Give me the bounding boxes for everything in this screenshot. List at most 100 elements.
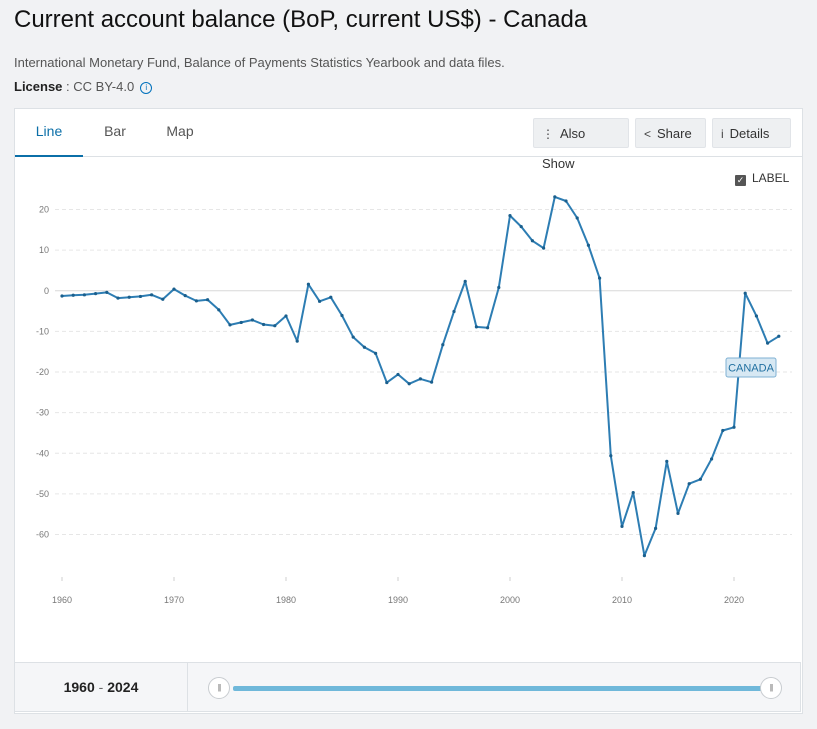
range-separator: - (94, 679, 108, 695)
license-label: License (14, 79, 63, 94)
x-tick-label: 1970 (164, 595, 184, 605)
y-tick-label: -60 (36, 530, 49, 540)
data-point (430, 380, 434, 384)
data-point (250, 318, 254, 322)
data-point (273, 324, 277, 328)
data-point (138, 294, 142, 299)
data-point (161, 297, 165, 301)
data-point (418, 377, 422, 381)
data-point (60, 294, 64, 298)
label-toggle[interactable]: ✓ LABEL (735, 171, 789, 186)
license-value: CC BY-4.0 (73, 79, 135, 94)
data-point (642, 554, 647, 558)
x-tick-label: 1960 (52, 595, 72, 605)
data-point (631, 491, 635, 495)
data-point (71, 293, 75, 297)
data-point (150, 293, 154, 297)
data-point (698, 477, 703, 481)
data-point (575, 216, 579, 220)
x-tick-label: 2000 (500, 595, 520, 605)
data-point (172, 287, 176, 291)
data-point (396, 372, 400, 377)
data-point (407, 382, 411, 386)
data-point (508, 213, 512, 218)
data-point (463, 279, 467, 284)
tab-bar[interactable]: Bar (104, 123, 126, 139)
x-tick-label: 2020 (724, 595, 744, 605)
chart-tabs: Line Bar Map ⋮ Also Show < Share i Details (15, 109, 802, 171)
data-point (654, 526, 658, 531)
data-point (598, 276, 602, 280)
data-point (564, 199, 568, 203)
data-point (116, 296, 120, 300)
data-point (228, 323, 232, 327)
year-range-label: 1960 - 2024 (15, 663, 188, 711)
data-point (676, 511, 680, 515)
label-checkbox[interactable]: ✓ (735, 175, 746, 186)
range-start: 1960 (63, 679, 95, 695)
x-tick-label: 1990 (388, 595, 408, 605)
data-point (262, 322, 266, 327)
series-label-box (725, 357, 777, 378)
range-footer: 1960 - 2024 ||| ||| (14, 662, 801, 712)
data-point (710, 457, 714, 461)
share-icon: < (644, 127, 652, 141)
tab-map[interactable]: Map (166, 123, 194, 139)
data-point (374, 351, 378, 355)
data-point (194, 299, 198, 303)
data-point (586, 243, 591, 247)
data-point (94, 291, 98, 296)
data-point (777, 334, 781, 338)
data-point (542, 246, 546, 250)
y-tick-label: 0 (44, 286, 49, 296)
data-point (340, 313, 344, 318)
data-point (206, 298, 210, 302)
data-point (441, 343, 445, 347)
label-toggle-text: LABEL (752, 171, 790, 185)
x-tick-label: 2010 (612, 595, 632, 605)
share-button[interactable]: < Share (635, 118, 706, 148)
info-circle-icon: i (721, 127, 724, 141)
range-start-handle[interactable]: ||| (208, 677, 230, 699)
y-tick-label: -20 (36, 367, 49, 377)
data-point (183, 294, 187, 298)
data-point (497, 285, 501, 290)
license-separator: : (62, 79, 74, 94)
range-slider-track[interactable] (233, 686, 773, 691)
data-point (306, 282, 310, 286)
more-vertical-icon: ⋮ (542, 127, 554, 141)
range-end: 2024 (107, 679, 139, 695)
y-tick-label: -30 (36, 408, 49, 418)
data-point (284, 314, 288, 318)
data-point (609, 454, 613, 458)
data-point (329, 295, 333, 299)
x-tick-label: 1980 (276, 595, 296, 605)
series-line (61, 195, 780, 557)
share-label: Share (657, 126, 692, 141)
also-show-button[interactable]: ⋮ Also Show (533, 118, 629, 171)
data-point (766, 341, 770, 345)
y-tick-label: -50 (36, 489, 49, 499)
info-icon[interactable]: i (140, 82, 153, 94)
tab-line[interactable]: Line (15, 109, 83, 157)
data-point (665, 459, 669, 463)
data-point (351, 335, 355, 339)
y-tick-label: 20 (39, 205, 49, 215)
details-button[interactable]: i Details (712, 118, 791, 148)
range-end-handle[interactable]: ||| (760, 677, 782, 699)
also-show-label: Also Show (542, 126, 586, 171)
data-point (82, 293, 86, 297)
data-point (743, 291, 747, 295)
data-point (295, 339, 299, 343)
license-line: License : CC BY-4.0 i (14, 79, 153, 94)
data-point (721, 428, 725, 433)
data-point (553, 195, 557, 199)
data-point (620, 524, 624, 528)
data-point (687, 482, 691, 486)
data-point (474, 325, 478, 329)
data-point (452, 309, 456, 314)
data-point (318, 299, 322, 303)
data-point (239, 320, 243, 325)
data-point (754, 314, 759, 318)
data-point (385, 380, 389, 385)
